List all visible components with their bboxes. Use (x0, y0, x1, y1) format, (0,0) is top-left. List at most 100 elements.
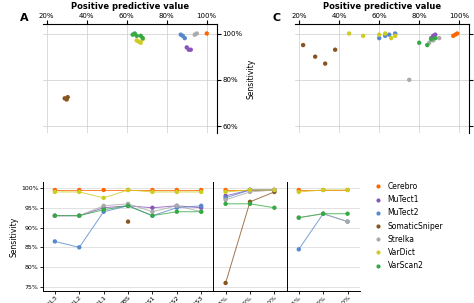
Point (295, 188, 302, 192)
Point (319, 188, 327, 192)
Point (129, 32, 137, 37)
Point (75, 245, 83, 250)
Point (431, 32, 439, 37)
Point (375, 36, 383, 41)
Point (271, 189, 278, 194)
Point (124, 188, 132, 192)
Point (392, 33, 399, 38)
Point (100, 207, 108, 212)
Point (133, 33, 140, 38)
Point (133, 38, 140, 43)
Point (449, 33, 457, 38)
Point (51, 188, 59, 192)
Point (124, 219, 132, 224)
Point (344, 188, 351, 192)
Point (431, 36, 439, 41)
Point (100, 209, 108, 214)
Point (135, 39, 143, 44)
Point (173, 189, 181, 194)
Point (185, 47, 192, 52)
Point (197, 189, 205, 194)
Point (222, 189, 229, 194)
Point (197, 209, 205, 214)
Point (51, 239, 59, 244)
Point (344, 219, 351, 224)
Point (75, 213, 83, 218)
Point (344, 219, 351, 224)
Point (100, 195, 108, 200)
Point (137, 40, 145, 45)
Point (187, 47, 194, 52)
Point (246, 188, 254, 192)
Point (271, 188, 278, 192)
Point (222, 201, 229, 206)
Point (51, 189, 59, 194)
Point (139, 36, 146, 41)
Point (392, 31, 399, 36)
Point (295, 215, 302, 220)
Point (222, 198, 229, 202)
Point (246, 188, 254, 192)
Point (246, 189, 254, 194)
Point (344, 188, 351, 192)
Point (100, 188, 108, 192)
Point (222, 281, 229, 285)
Point (311, 54, 319, 59)
Point (359, 33, 367, 38)
Point (197, 209, 205, 214)
Point (173, 203, 181, 208)
Point (177, 32, 184, 37)
Point (137, 33, 145, 38)
Point (246, 188, 254, 192)
Text: C: C (273, 13, 281, 23)
Point (319, 211, 327, 216)
Point (191, 32, 199, 37)
Point (124, 203, 132, 208)
Point (429, 33, 437, 38)
Point (149, 189, 156, 194)
Point (149, 205, 156, 210)
Point (385, 32, 393, 37)
Point (149, 213, 156, 218)
Legend: Cerebro, MuTect1, MuTect2, SomaticSniper, Strelka, VarDict, VarScan2: Cerebro, MuTect1, MuTect2, SomaticSniper… (370, 182, 443, 270)
Point (149, 188, 156, 192)
Point (131, 31, 138, 36)
Point (149, 213, 156, 218)
Point (203, 31, 210, 36)
Point (454, 31, 461, 36)
Point (346, 31, 353, 36)
Point (321, 61, 329, 66)
Point (405, 77, 413, 82)
Point (319, 211, 327, 216)
Point (100, 203, 108, 208)
Point (426, 40, 433, 45)
Point (271, 188, 278, 192)
Point (271, 188, 278, 192)
Point (246, 188, 254, 192)
Point (139, 37, 146, 42)
Point (75, 213, 83, 218)
Point (246, 201, 254, 206)
Point (222, 188, 229, 192)
Point (271, 188, 278, 192)
Point (64, 95, 72, 100)
Point (295, 189, 302, 194)
Point (75, 189, 83, 194)
Point (423, 43, 431, 48)
Point (183, 45, 191, 50)
Point (197, 205, 205, 210)
Point (173, 203, 181, 208)
Point (344, 211, 351, 216)
Point (319, 211, 327, 216)
Point (295, 215, 302, 220)
Point (436, 36, 443, 41)
Point (124, 201, 132, 206)
Point (319, 188, 327, 192)
Point (75, 213, 83, 218)
Point (271, 188, 278, 192)
Point (51, 213, 59, 218)
Point (179, 33, 187, 38)
Point (382, 33, 389, 38)
Point (173, 188, 181, 192)
Point (173, 205, 181, 210)
